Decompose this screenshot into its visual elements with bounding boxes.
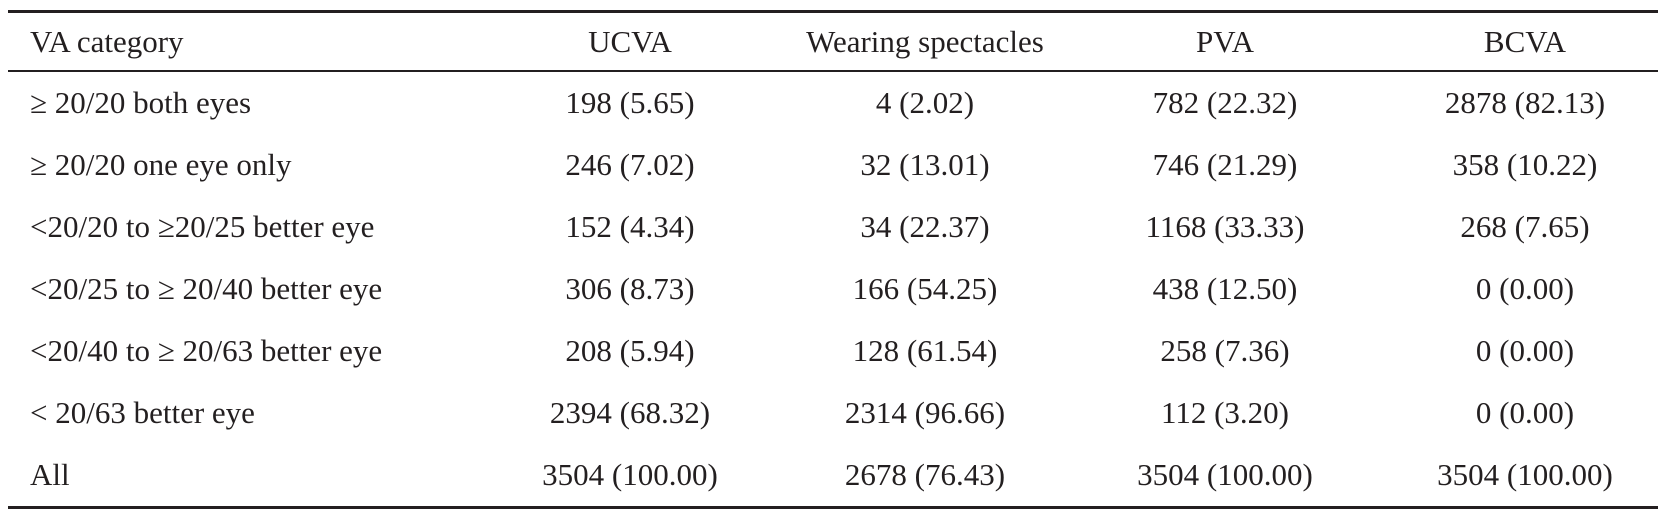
pva-cell: 1168 (33.33) bbox=[1145, 209, 1305, 244]
va-category-cell: < 20/63 better eye bbox=[30, 395, 255, 430]
ucva-cell: 3504 (100.00) bbox=[542, 457, 718, 492]
table-row: < 20/63 better eye 2394 (68.32) 2314 (96.6… bbox=[8, 382, 1662, 444]
table-row: ≥ 20/20 both eyes 198 (5.65) 4 (2.02) 782 (… bbox=[8, 72, 1662, 134]
header-pva: PVA bbox=[1195, 23, 1255, 59]
pva-cell: 112 (3.20) bbox=[1161, 395, 1289, 430]
header-bcva: BCVA bbox=[1483, 23, 1567, 59]
va-category-cell: <20/25 to ≥ 20/40 better eye bbox=[30, 271, 383, 306]
bcva-cell: 358 (10.22) bbox=[1452, 147, 1598, 182]
wearing-spectacles-cell: 166 (54.25) bbox=[852, 271, 998, 306]
va-category-cell: ≥ 20/20 both eyes bbox=[30, 85, 252, 120]
va-category-cell: <20/20 to ≥20/25 better eye bbox=[30, 209, 375, 244]
bcva-cell: 3504 (100.00) bbox=[1437, 457, 1613, 492]
wearing-spectacles-cell: 2314 (96.66) bbox=[844, 395, 1006, 430]
table-top-rule bbox=[8, 10, 1658, 13]
bcva-cell: 2878 (82.13) bbox=[1444, 85, 1606, 120]
pva-cell: 438 (12.50) bbox=[1152, 271, 1298, 306]
table-header-rule bbox=[8, 70, 1658, 72]
wearing-spectacles-cell: 32 (13.01) bbox=[860, 147, 990, 182]
pva-cell: 746 (21.29) bbox=[1152, 147, 1298, 182]
bcva-cell: 0 (0.00) bbox=[1475, 333, 1575, 368]
bcva-cell: 268 (7.65) bbox=[1460, 209, 1590, 244]
ucva-cell: 246 (7.02) bbox=[565, 147, 695, 182]
table-row: <20/40 to ≥ 20/63 better eye 208 (5.94) 12… bbox=[8, 320, 1662, 382]
pva-cell: 258 (7.36) bbox=[1160, 333, 1290, 368]
wearing-spectacles-cell: 4 (2.02) bbox=[875, 85, 975, 120]
ucva-cell: 208 (5.94) bbox=[565, 333, 695, 368]
header-ucva: UCVA bbox=[588, 23, 672, 59]
pva-cell: 782 (22.32) bbox=[1152, 85, 1298, 120]
ucva-cell: 198 (5.65) bbox=[565, 85, 695, 120]
va-category-cell: <20/40 to ≥ 20/63 better eye bbox=[30, 333, 383, 368]
table-bottom-rule bbox=[8, 506, 1658, 509]
wearing-spectacles-cell: 128 (61.54) bbox=[852, 333, 998, 368]
data-table-body: ≥ 20/20 both eyes 198 (5.65) 4 (2.02) 782 (… bbox=[8, 72, 1662, 506]
data-table: VA category UCVA Wearing spectacles PVA … bbox=[8, 13, 1662, 70]
table-row: <20/20 to ≥20/25 better eye 152 (4.34) 34 … bbox=[8, 196, 1662, 258]
table-row: All 3504 (100.00) 2678 (76.43) 3504 (100.00… bbox=[8, 444, 1662, 506]
ucva-cell: 2394 (68.32) bbox=[549, 395, 711, 430]
header-va-category: VA category bbox=[30, 23, 184, 59]
bcva-cell: 0 (0.00) bbox=[1475, 271, 1575, 306]
wearing-spectacles-cell: 34 (22.37) bbox=[860, 209, 990, 244]
va-category-cell: All bbox=[30, 457, 70, 492]
table-header-row: VA category UCVA Wearing spectacles PVA … bbox=[8, 13, 1662, 70]
wearing-spectacles-cell: 2678 (76.43) bbox=[844, 457, 1006, 492]
header-wearing-spectacles: Wearing spectacles bbox=[806, 23, 1044, 59]
ucva-cell: 152 (4.34) bbox=[565, 209, 695, 244]
bcva-cell: 0 (0.00) bbox=[1475, 395, 1575, 430]
va-category-table: VA category UCVA Wearing spectacles PVA … bbox=[8, 10, 1658, 509]
table-row: ≥ 20/20 one eye only 246 (7.02) 32 (13.01)… bbox=[8, 134, 1662, 196]
ucva-cell: 306 (8.73) bbox=[565, 271, 695, 306]
pva-cell: 3504 (100.00) bbox=[1137, 457, 1313, 492]
va-category-cell: ≥ 20/20 one eye only bbox=[30, 147, 292, 182]
table-row: <20/25 to ≥ 20/40 better eye 306 (8.73) 16… bbox=[8, 258, 1662, 320]
